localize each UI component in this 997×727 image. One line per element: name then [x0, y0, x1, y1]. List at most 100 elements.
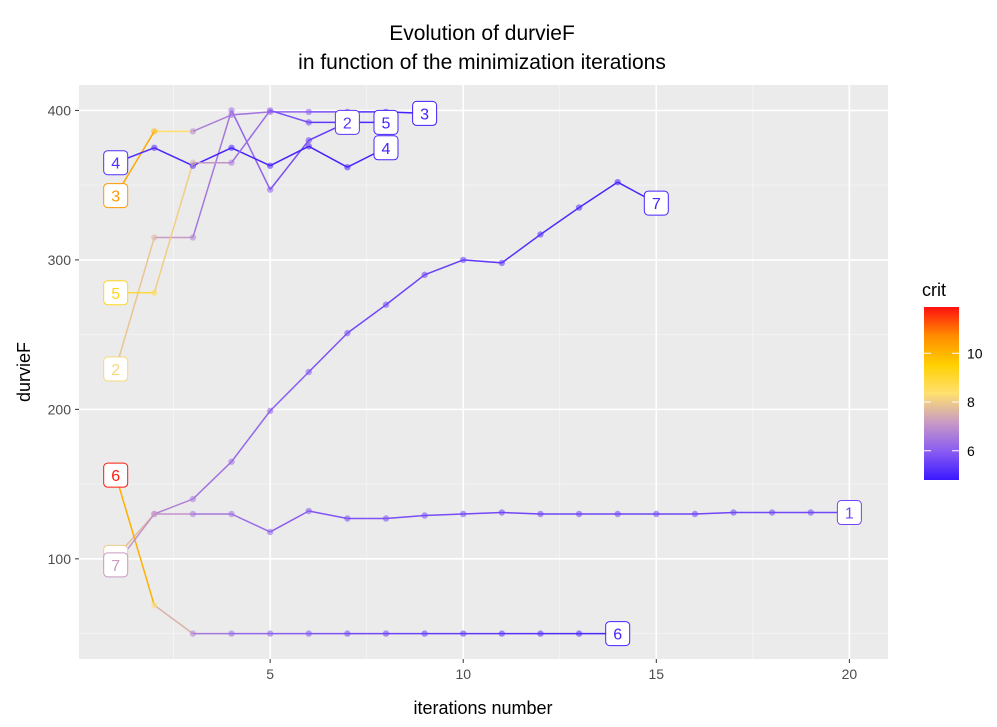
y-tick-label: 200: [48, 401, 72, 417]
series-2-point: [266, 186, 274, 193]
start-label-2: 2: [103, 356, 129, 382]
series-2-segment: [269, 139, 310, 191]
series-6-point: [382, 630, 390, 637]
series-4-point: [266, 162, 274, 169]
start-label-3-text: 3: [111, 189, 120, 206]
start-label-6: 6: [103, 462, 129, 488]
series-1-segment: [463, 511, 502, 515]
series-2-point: [189, 234, 197, 241]
end-label-4-text: 4: [382, 141, 391, 158]
series-5-point: [228, 159, 235, 166]
series-4-segment: [153, 147, 194, 167]
series-6-point: [151, 601, 158, 609]
legend-tick-label: 10: [967, 345, 983, 361]
colorbar: [924, 307, 959, 480]
series-5-segment: [269, 109, 309, 124]
series-7-segment: [308, 332, 348, 373]
series-3-segment: [231, 111, 271, 116]
series-3-segment: [192, 114, 232, 133]
series-3-point: [305, 108, 312, 116]
series-6-point: [421, 630, 428, 637]
start-label-7-box: [103, 552, 129, 578]
start-label-3-box: [103, 183, 129, 209]
y-tick-label: 100: [48, 551, 72, 567]
series-1-point: [653, 510, 660, 518]
series-1-segment: [385, 514, 425, 520]
series-1-point: [614, 510, 621, 518]
series-6-point: [498, 630, 506, 637]
y-axis: 100 200 300 400: [48, 102, 79, 567]
end-label-3-text: 3: [420, 106, 429, 123]
start-label-6-box: [103, 462, 129, 488]
series-4-point: [228, 144, 235, 151]
series-7-segment: [230, 410, 271, 463]
chart-title-line-2: in function of the minimization iteratio…: [298, 51, 666, 74]
series-1-segment: [231, 513, 271, 533]
series-5-point: [305, 119, 312, 126]
series-7-point: [498, 259, 506, 267]
series-7-segment: [269, 371, 310, 412]
end-label-1: 1: [836, 500, 862, 526]
series-1-segment: [424, 513, 464, 517]
series-2-segment: [114, 237, 156, 370]
series-1-point: [228, 510, 235, 518]
series-7-segment: [578, 181, 619, 209]
end-label-6-box: [605, 621, 631, 647]
series-7-segment: [424, 259, 464, 276]
end-label-2-text: 2: [343, 115, 352, 132]
series-7-point: [228, 458, 235, 465]
series-4-point: [344, 164, 351, 171]
series-4-segment: [308, 145, 348, 168]
series-1-point: [537, 510, 544, 518]
series-7-point: [266, 407, 274, 415]
x-axis: 5 10 15 20: [266, 659, 857, 682]
series-1-point: [768, 509, 776, 516]
start-label-5-text: 5: [111, 286, 120, 303]
series-1-point: [498, 509, 506, 516]
end-label-4: 4: [373, 135, 399, 161]
plot-panel: [79, 85, 888, 659]
end-label-5-text: 5: [382, 115, 391, 132]
end-label-6: 6: [605, 621, 631, 647]
series-3-point: [189, 128, 197, 135]
series-6-point: [266, 630, 274, 637]
series-1-point: [305, 507, 312, 515]
start-label-7-text: 7: [111, 558, 120, 575]
series-1-point: [344, 515, 351, 522]
end-label-5: 5: [373, 109, 399, 135]
series-7-segment: [346, 304, 387, 334]
series-7-point: [614, 178, 621, 186]
series-7-segment: [540, 206, 580, 236]
series-5-segment: [153, 162, 194, 293]
end-label-7-text: 7: [652, 196, 661, 213]
y-tick-label: 300: [48, 252, 72, 268]
series-5-segment: [230, 109, 271, 164]
end-label-5-box: [373, 109, 399, 135]
start-label-3: 3: [103, 183, 129, 209]
series-1-point: [266, 528, 274, 536]
series-6-point: [575, 630, 583, 637]
y-tick-label: 400: [48, 102, 72, 118]
series-7-point: [382, 301, 390, 308]
end-label-3: 3: [412, 100, 438, 126]
series-1-point: [730, 509, 737, 516]
series-3-point: [151, 128, 158, 135]
gridlines: [79, 85, 888, 659]
series-5-point: [266, 107, 274, 114]
end-label-2: 2: [334, 109, 360, 135]
end-label-3-box: [412, 100, 438, 126]
series-7-segment: [192, 461, 233, 500]
series-6-point: [189, 630, 197, 637]
start-label-4: 4: [103, 150, 129, 176]
series-3-point: [228, 111, 235, 119]
series-7-point: [305, 368, 312, 376]
start-label-6-text: 6: [111, 468, 120, 485]
series-4-point: [151, 144, 158, 151]
series-4-point: [305, 143, 312, 150]
y-axis-title: durvieF: [14, 342, 34, 402]
start-label-4-box: [103, 150, 129, 176]
series-1-point: [460, 510, 467, 518]
series-2-point: [305, 137, 312, 144]
legend-tick-label: 8: [967, 394, 975, 410]
